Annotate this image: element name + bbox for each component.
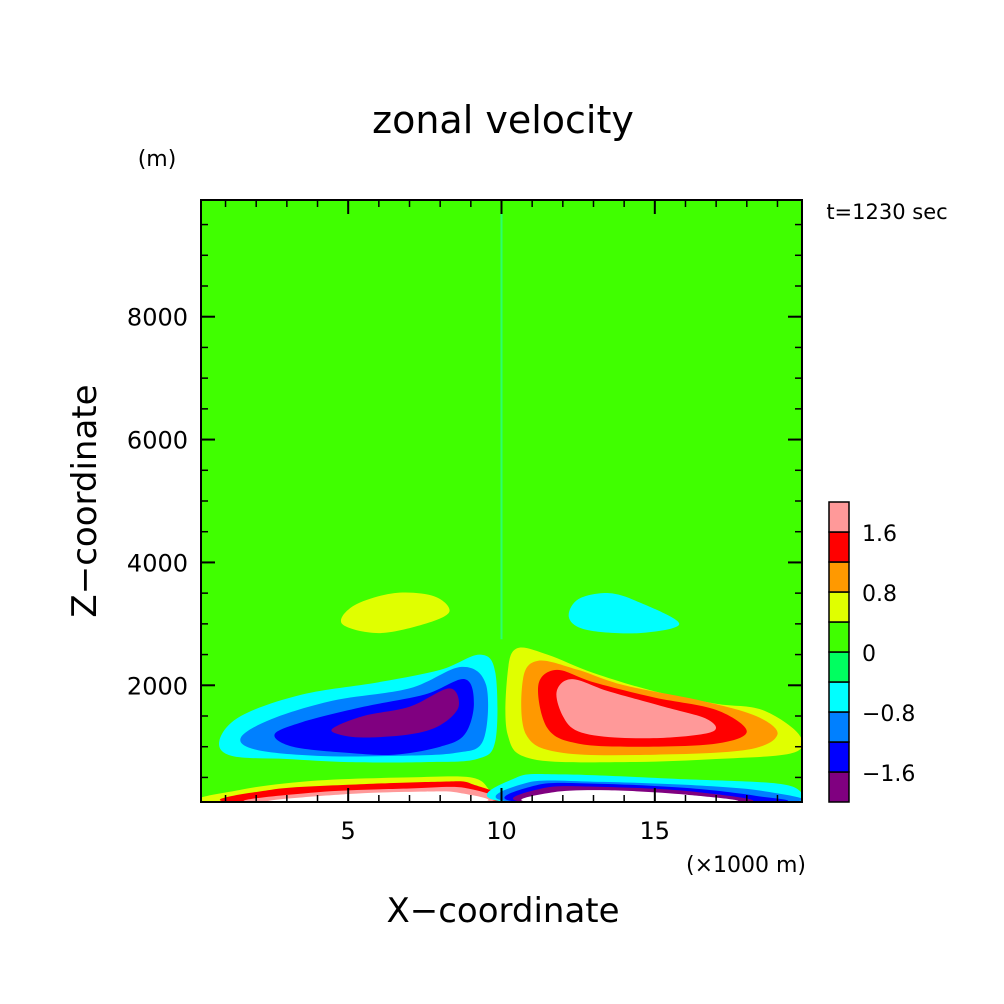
y-axis-label: Z−coordinate — [65, 384, 105, 617]
y-tick-label: 2000 — [127, 672, 188, 700]
time-label: t=1230 sec — [826, 200, 947, 224]
minor-ticks — [201, 200, 802, 802]
colorbar-swatch — [828, 531, 850, 563]
colorbar: −1.6 −0.8 0 0.8 1.6 — [828, 501, 915, 803]
contour-region-mid-band-left — [201, 491, 531, 692]
colorbar-swatch — [828, 561, 850, 593]
colorbar-swatch — [828, 741, 850, 773]
contour-region-upper-band-right — [463, 200, 802, 330]
contour-region-upper-band — [201, 200, 540, 334]
chart-title: zonal velocity — [372, 98, 634, 142]
colorbar-swatch — [828, 651, 850, 683]
colorbar-swatch — [828, 711, 850, 743]
y-tick-label: 4000 — [127, 549, 188, 577]
y-unit-label: (m) — [138, 147, 177, 172]
contour-region-left-yellow-cell — [340, 592, 450, 634]
x-tick-label: 5 — [341, 817, 356, 845]
y-axis-ticks: 2000 4000 6000 8000 — [127, 304, 802, 700]
colorbar-tick-label: 0 — [862, 642, 876, 667]
contour-region-right-bottom-white — [521, 790, 739, 802]
colorbar-tick-label: −1.6 — [862, 762, 915, 787]
x-unit-label: (×1000 m) — [686, 853, 806, 878]
colorbar-tick-label: −0.8 — [862, 702, 915, 727]
contour-region-right-pink — [556, 679, 717, 739]
colorbar-swatch — [828, 501, 850, 533]
y-tick-label: 8000 — [127, 304, 188, 332]
contour-regions — [201, 200, 802, 802]
x-tick-label: 15 — [640, 817, 671, 845]
contour-region-mid-band-right — [472, 491, 802, 693]
colorbar-tick-label: 1.6 — [862, 522, 897, 547]
contour-region-left-purple — [331, 688, 460, 738]
colorbar-swatch — [828, 771, 850, 803]
x-tick-label: 10 — [486, 817, 517, 845]
colorbar-swatch — [828, 591, 850, 623]
colorbar-swatch — [828, 681, 850, 713]
contour-region-right-cyan-cell — [568, 593, 680, 634]
x-axis-label: X−coordinate — [386, 891, 619, 931]
y-tick-label: 6000 — [127, 427, 188, 455]
x-axis-ticks: 5 10 15 — [341, 200, 671, 845]
colorbar-swatch — [828, 621, 850, 653]
colorbar-tick-label: 0.8 — [862, 582, 897, 607]
